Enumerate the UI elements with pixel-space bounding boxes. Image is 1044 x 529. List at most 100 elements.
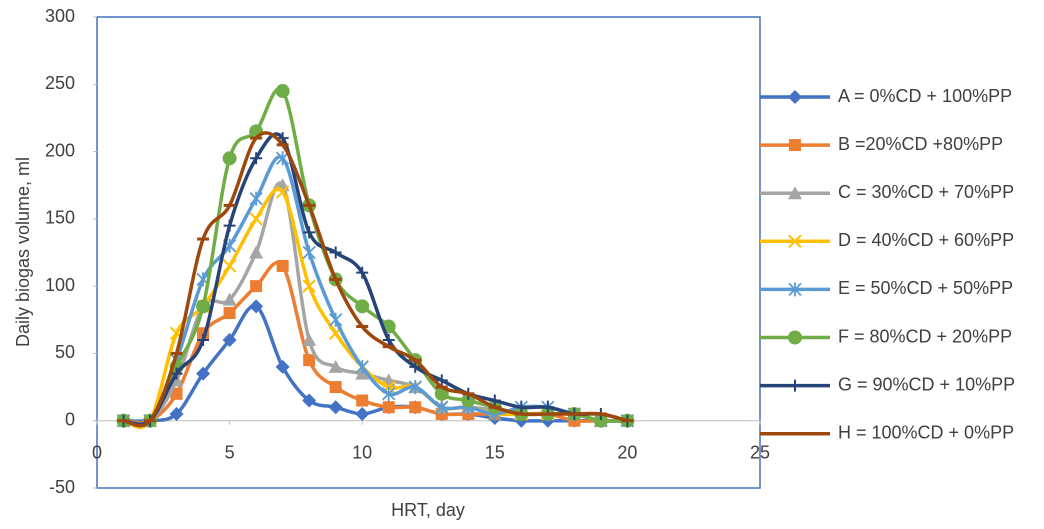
marker-shape <box>302 332 317 346</box>
marker-shape <box>435 374 448 387</box>
marker <box>515 401 528 414</box>
y-tick-label: 300 <box>45 6 75 26</box>
x-tick-label: 10 <box>352 442 372 462</box>
marker-shape <box>275 84 290 99</box>
marker <box>223 307 236 320</box>
marker <box>197 333 210 346</box>
marker-shape <box>789 139 801 152</box>
marker <box>788 90 802 104</box>
legend-label: D = 40%CD + 60%PP <box>838 230 1014 250</box>
y-tick-label: 50 <box>55 342 75 362</box>
marker-shape <box>302 245 316 260</box>
marker-shape <box>788 186 802 200</box>
marker <box>355 299 370 314</box>
marker-shape <box>169 406 184 421</box>
marker <box>223 219 236 232</box>
marker-shape <box>222 151 237 166</box>
marker-shape <box>303 354 316 367</box>
marker <box>302 393 317 408</box>
marker <box>249 212 263 226</box>
marker-shape <box>223 219 236 232</box>
marker <box>382 333 395 346</box>
marker <box>356 394 369 407</box>
x-tick-label: 0 <box>92 442 102 462</box>
y-tick-label: -50 <box>49 477 75 497</box>
marker <box>435 374 448 387</box>
marker-shape <box>276 259 289 272</box>
y-tick-label: 250 <box>45 73 75 93</box>
marker <box>788 234 802 249</box>
marker-shape <box>249 299 264 314</box>
marker-shape <box>197 333 210 346</box>
marker-shape <box>788 282 802 297</box>
marker-shape <box>222 259 237 273</box>
marker-shape <box>249 212 263 226</box>
marker <box>788 282 802 297</box>
marker-shape <box>541 401 554 414</box>
legend-label: H = 100%CD + 0%PP <box>838 422 1014 442</box>
series-line <box>123 132 628 426</box>
marker <box>196 299 211 314</box>
marker <box>789 139 801 152</box>
marker-shape <box>789 379 801 392</box>
marker-shape <box>223 307 236 320</box>
marker <box>488 394 501 407</box>
x-axis-title: HRT, day <box>391 500 465 520</box>
marker <box>249 191 263 206</box>
y-tick-label: 0 <box>65 409 75 429</box>
marker-shape <box>303 226 316 239</box>
marker <box>788 330 802 345</box>
marker <box>170 387 183 400</box>
y-tick-label: 150 <box>45 208 75 228</box>
legend-label: C = 30%CD + 70%PP <box>838 182 1014 202</box>
marker-shape <box>250 280 263 293</box>
marker-shape <box>250 152 263 165</box>
marker-shape <box>593 413 608 428</box>
marker <box>249 299 264 314</box>
marker-shape <box>196 366 211 381</box>
x-tick-label: 5 <box>225 442 235 462</box>
marker <box>303 226 316 239</box>
marker <box>302 245 316 260</box>
marker <box>409 401 422 414</box>
marker-shape <box>329 312 343 327</box>
marker-shape <box>409 401 422 414</box>
marker <box>302 279 316 293</box>
marker <box>593 413 608 428</box>
marker-shape <box>275 359 290 374</box>
legend-label: E = 50%CD + 50%PP <box>838 278 1013 298</box>
plot-area <box>96 16 761 489</box>
y-tick-label: 100 <box>45 275 75 295</box>
marker-shape <box>222 332 237 347</box>
marker-shape <box>328 359 343 373</box>
marker-shape <box>409 360 422 373</box>
marker <box>329 312 343 327</box>
marker-shape <box>355 406 370 421</box>
marker <box>302 332 317 346</box>
marker-shape <box>408 380 422 395</box>
marker-shape <box>355 359 369 374</box>
marker <box>435 400 449 415</box>
marker-shape <box>382 333 395 346</box>
marker <box>222 292 237 306</box>
marker-shape <box>355 299 370 314</box>
marker-shape <box>275 185 290 199</box>
marker-shape <box>382 386 396 401</box>
x-tick-label: 20 <box>617 442 637 462</box>
marker <box>355 359 369 374</box>
marker <box>196 366 211 381</box>
x-tick-label: 15 <box>485 442 505 462</box>
marker-shape <box>356 394 369 407</box>
marker-shape <box>196 299 211 314</box>
marker-shape <box>170 367 183 380</box>
legend-label: B =20%CD +80%PP <box>838 134 1003 154</box>
marker <box>329 246 342 259</box>
marker-shape <box>382 401 395 414</box>
marker-shape <box>788 90 802 104</box>
marker <box>275 185 290 199</box>
legend-label: G = 90%CD + 10%PP <box>838 374 1015 394</box>
legend-label: A = 0%CD + 100%PP <box>838 86 1012 106</box>
legend-label: F = 80%CD + 20%PP <box>838 326 1012 346</box>
marker-shape <box>435 400 449 415</box>
